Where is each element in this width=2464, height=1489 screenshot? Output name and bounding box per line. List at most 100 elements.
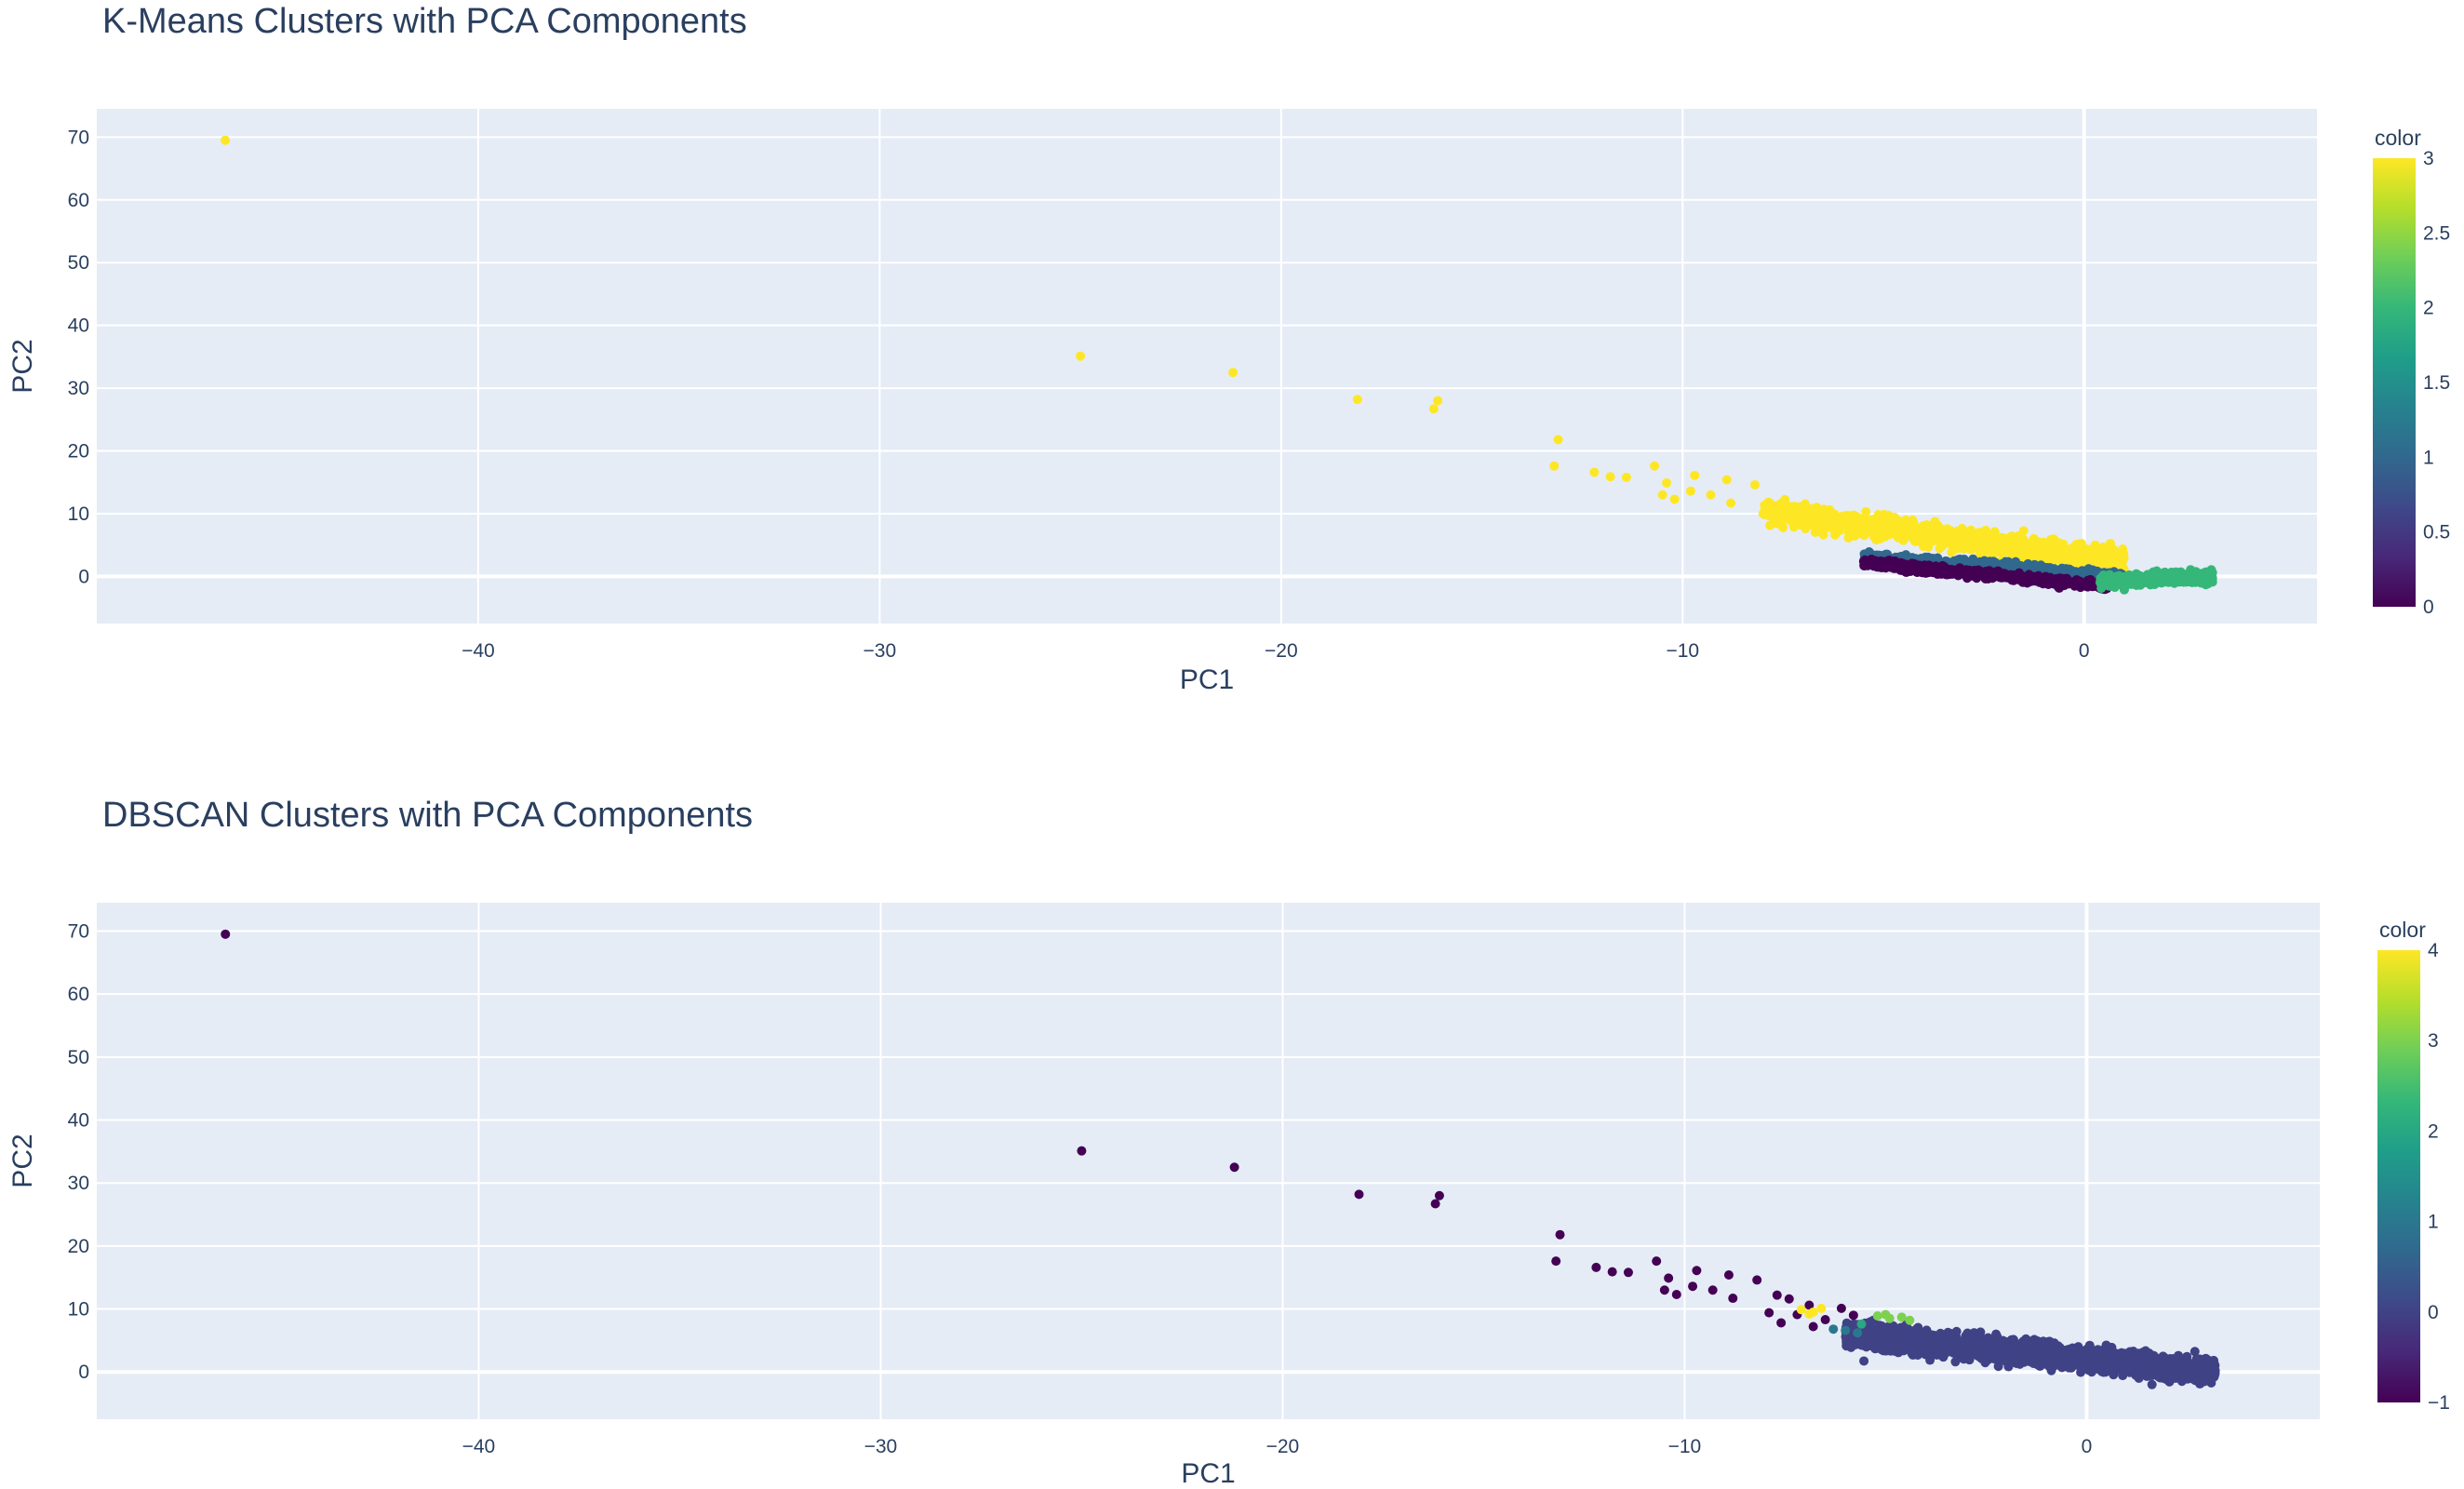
scatter-point <box>2157 571 2167 582</box>
scatter-point <box>1843 514 1854 524</box>
scatter-point <box>2105 538 2115 548</box>
scatter-point <box>1952 1342 1962 1352</box>
scatter-points <box>221 929 2220 1389</box>
scatter-point <box>1997 1353 2007 1363</box>
scatter-point <box>2201 1353 2211 1363</box>
scatter-point <box>1879 515 1889 525</box>
scatter-point <box>1907 1348 1917 1359</box>
scatter-point <box>2143 1365 2153 1375</box>
scatter-point <box>2181 571 2191 582</box>
y-tick-label: 30 <box>68 1173 89 1194</box>
scatter-point <box>2056 1362 2067 1373</box>
colorbar-tick-label: 2.5 <box>2423 222 2450 244</box>
scatter-point <box>1662 477 1672 488</box>
y-tick-label: 40 <box>68 1110 89 1132</box>
scatter-point <box>1883 528 1894 538</box>
scatter-point <box>1830 527 1841 537</box>
scatter-point <box>1721 475 1732 485</box>
scatter-point <box>1804 517 1815 528</box>
scatter-point <box>1860 515 1870 525</box>
scatter-point <box>2025 1344 2035 1354</box>
scatter-point <box>1955 1348 1965 1359</box>
scatter-point <box>1851 529 1861 539</box>
colorbar-tick-label: 0.5 <box>2423 522 2450 543</box>
scatter-point <box>1986 558 1996 569</box>
x-tick-label: −40 <box>462 640 495 662</box>
scatter-point <box>2048 547 2058 557</box>
scatter-point <box>2065 551 2075 561</box>
scatter-point <box>1975 570 1985 581</box>
kmeans-plot-svg[interactable]: −40 −30 −20 −10 0010203040506070PC1PC2color0… <box>0 0 2464 735</box>
scatter-point <box>1925 1355 1935 1365</box>
kmeans-chart: K-Means Clusters with PCA Components −40… <box>0 0 2464 735</box>
y-tick-label: 10 <box>68 503 89 525</box>
scatter-point <box>2117 558 2127 569</box>
scatter-point <box>1785 503 1795 514</box>
y-tick-label: 70 <box>68 920 89 942</box>
scatter-point <box>2018 526 2029 536</box>
scatter-point <box>1882 1321 1893 1332</box>
scatter-point <box>2003 1362 2014 1372</box>
scatter-point <box>1977 530 1988 540</box>
scatter-point <box>1935 543 1945 554</box>
scatter-point <box>2205 571 2216 582</box>
scatter-point <box>1669 494 1680 504</box>
scatter-point <box>2057 576 2068 586</box>
scatter-point <box>1852 512 1862 522</box>
scatter-point <box>1690 470 1700 480</box>
scatter-point <box>2085 551 2096 561</box>
colorbar <box>2373 158 2416 607</box>
scatter-point <box>1901 568 1911 578</box>
scatter-point <box>1860 560 1870 570</box>
scatter-point <box>1650 461 1660 471</box>
scatter-point <box>1916 527 1926 537</box>
scatter-point <box>1822 522 1832 532</box>
scatter-point <box>1924 563 1935 573</box>
scatter-point <box>1868 518 1878 529</box>
y-tick-label: 60 <box>68 190 89 211</box>
scatter-point <box>2025 574 2035 584</box>
scatter-point <box>1763 498 1774 508</box>
scatter-point <box>2036 540 2046 550</box>
scatter-point <box>2105 574 2115 584</box>
scatter-point <box>1788 517 1798 528</box>
scatter-point <box>1553 435 1563 445</box>
scatter-point <box>1589 467 1600 477</box>
scatter-point <box>1657 490 1667 500</box>
scatter-point <box>1796 503 1806 513</box>
scatter-point <box>2208 1355 2218 1365</box>
scatter-point <box>1428 404 1439 414</box>
scatter-point <box>1228 368 1239 378</box>
scatter-point <box>2070 580 2081 590</box>
scatter-point <box>1076 351 1086 361</box>
x-tick-label: −30 <box>864 1436 898 1457</box>
scatter-point <box>1605 472 1615 482</box>
scatter-point <box>1433 396 1443 406</box>
scatter-point <box>1850 521 1860 531</box>
scatter-point <box>1914 565 1924 575</box>
y-tick-label: 0 <box>78 1362 89 1383</box>
x-axis-title: PC1 <box>1180 664 1234 695</box>
colorbar-tick-label: 2 <box>2423 298 2434 319</box>
scatter-point <box>2073 552 2083 562</box>
scatter-point <box>2013 538 2023 548</box>
scatter-point <box>2002 570 2012 581</box>
scatter-point <box>1828 516 1838 527</box>
x-tick-label: 0 <box>2079 640 2090 662</box>
scatter-point <box>1760 506 1770 516</box>
scatter-point <box>1776 498 1787 508</box>
scatter-point <box>2196 572 2206 583</box>
x-tick-label: −30 <box>864 640 897 662</box>
x-tick-label: 0 <box>2082 1436 2093 1457</box>
scatter-points <box>221 135 2217 595</box>
scatter-point <box>2021 1334 2031 1344</box>
scatter-point <box>1706 490 1716 500</box>
scatter-point <box>1938 532 1948 543</box>
scatter-point <box>1352 395 1362 405</box>
dbscan-chart: DBSCAN Clusters with PCA Components −40−… <box>0 796 2464 1489</box>
dbscan-plot-svg[interactable]: −40 −30 −20 −10 0010203040506070PC1PC2color−… <box>0 796 2464 1489</box>
scatter-point <box>1952 528 1962 538</box>
scatter-point <box>2097 576 2108 586</box>
y-tick-label: 0 <box>78 566 89 587</box>
scatter-point <box>1953 568 1963 578</box>
